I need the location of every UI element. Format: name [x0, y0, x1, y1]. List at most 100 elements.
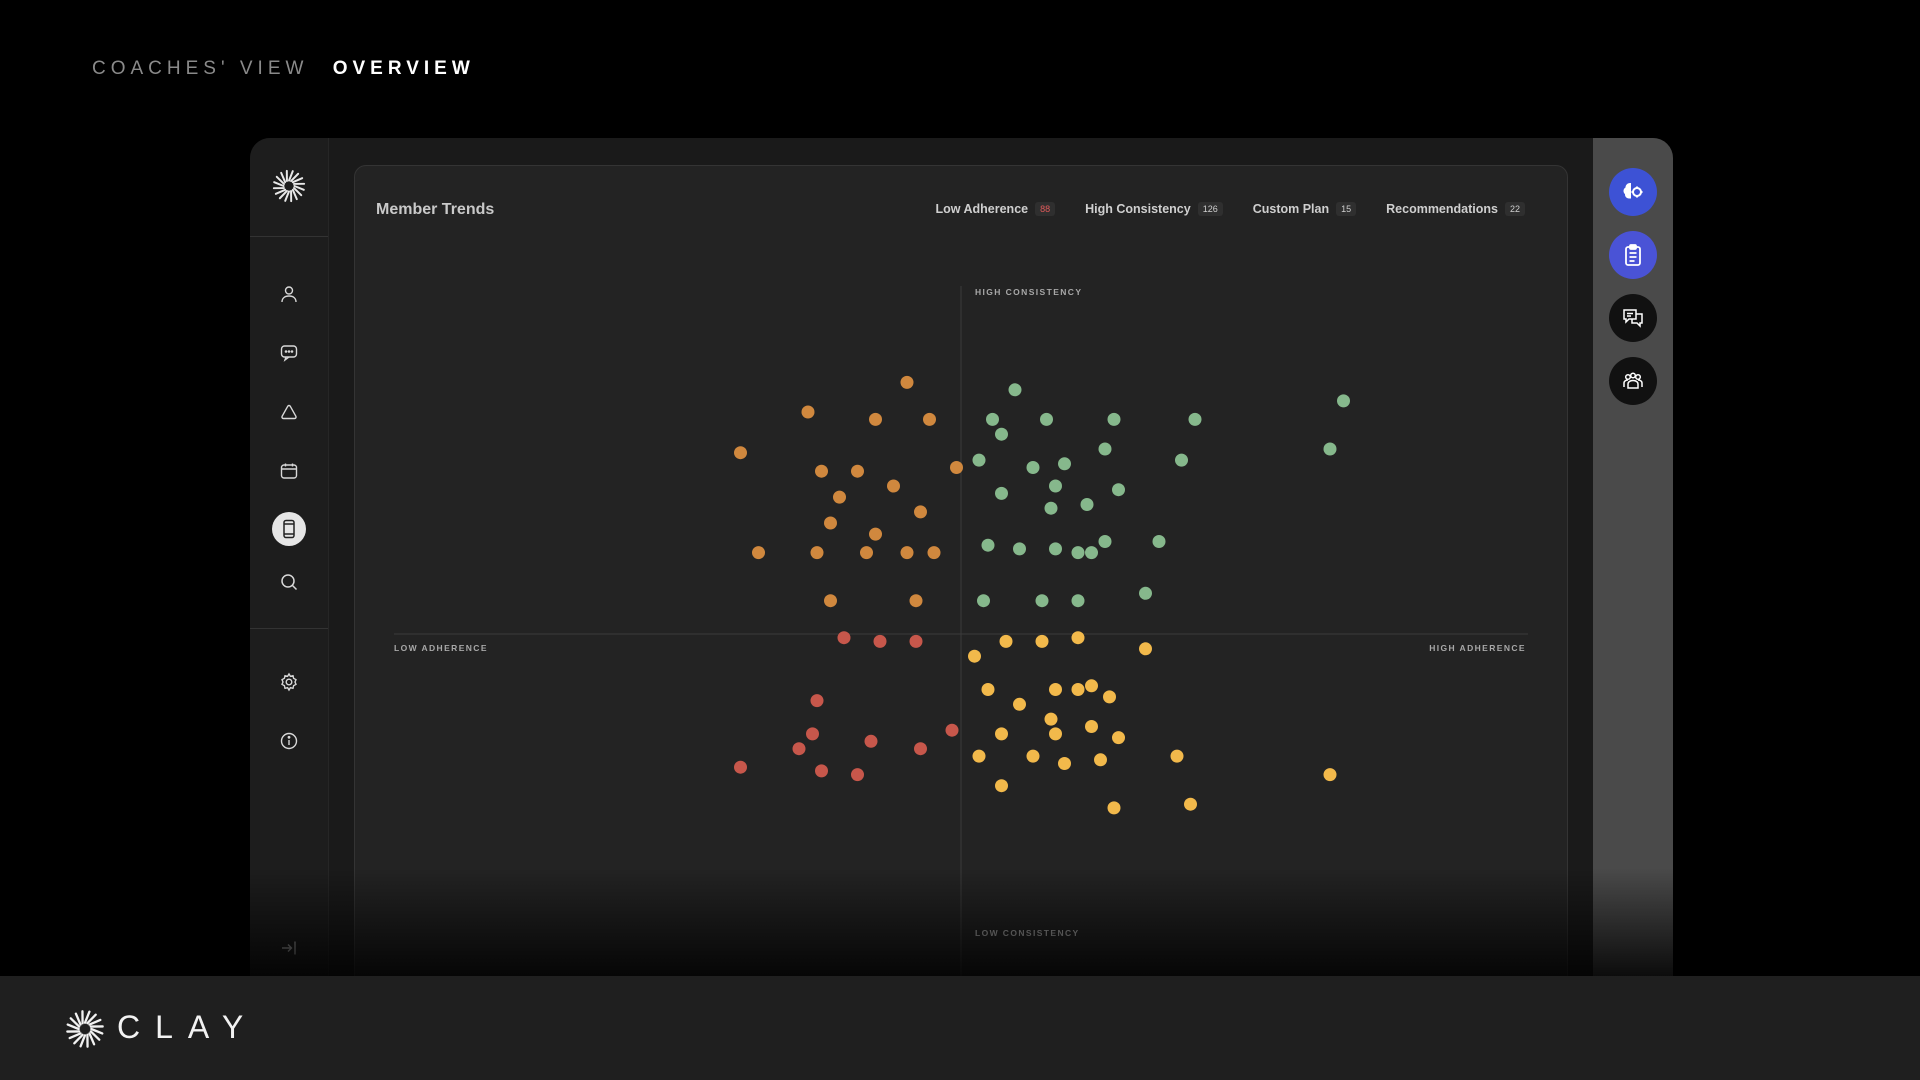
member-point-high-consistency-high-adherence[interactable]: [1080, 498, 1094, 511]
member-point-high-consistency-low-adherence[interactable]: [869, 527, 882, 541]
filter-recommendations[interactable]: Recommendations 22: [1386, 202, 1525, 216]
member-point-low-consistency-high-adherence[interactable]: [968, 649, 981, 663]
member-point-high-consistency-high-adherence[interactable]: [1188, 412, 1202, 426]
member-point-high-consistency-high-adherence[interactable]: [1040, 412, 1053, 426]
member-point-low-consistency-high-adherence[interactable]: [1058, 757, 1071, 770]
search-icon[interactable]: [274, 567, 304, 597]
member-point-high-consistency-high-adherence[interactable]: [1044, 501, 1058, 515]
filter-custom-plan[interactable]: Custom Plan 15: [1253, 202, 1357, 216]
member-point-low-consistency-low-adherence[interactable]: [914, 742, 927, 756]
member-point-high-consistency-low-adherence[interactable]: [801, 405, 815, 419]
member-point-high-consistency-high-adherence[interactable]: [986, 412, 999, 426]
member-point-low-consistency-low-adherence[interactable]: [806, 727, 819, 741]
member-point-low-consistency-high-adherence[interactable]: [1049, 727, 1062, 741]
member-point-low-consistency-low-adherence[interactable]: [909, 634, 923, 648]
member-point-high-consistency-high-adherence[interactable]: [1049, 479, 1062, 493]
conversation-icon[interactable]: [1609, 294, 1657, 342]
member-point-high-consistency-high-adherence[interactable]: [1035, 594, 1049, 608]
member-point-low-consistency-high-adherence[interactable]: [999, 634, 1013, 648]
member-point-high-consistency-high-adherence[interactable]: [1071, 594, 1085, 608]
member-point-high-consistency-high-adherence[interactable]: [1107, 412, 1121, 426]
profile-icon[interactable]: [274, 279, 304, 309]
member-point-high-consistency-high-adherence[interactable]: [1152, 535, 1166, 548]
sign-in-icon[interactable]: [274, 933, 304, 963]
member-point-high-consistency-low-adherence[interactable]: [887, 479, 900, 493]
member-point-low-consistency-high-adherence[interactable]: [1035, 634, 1049, 648]
member-point-high-consistency-low-adherence[interactable]: [900, 546, 914, 560]
member-point-high-consistency-low-adherence[interactable]: [810, 546, 824, 560]
member-point-low-consistency-high-adherence[interactable]: [1103, 690, 1116, 704]
calendar-icon[interactable]: [274, 456, 304, 486]
member-point-low-consistency-low-adherence[interactable]: [945, 723, 959, 737]
member-point-low-consistency-high-adherence[interactable]: [981, 683, 995, 696]
member-point-low-consistency-high-adherence[interactable]: [1170, 749, 1184, 763]
member-point-high-consistency-high-adherence[interactable]: [1112, 483, 1125, 497]
member-point-high-consistency-low-adherence[interactable]: [923, 412, 936, 426]
member-point-low-consistency-high-adherence[interactable]: [1094, 753, 1107, 767]
chat-icon[interactable]: [274, 338, 304, 368]
member-point-low-consistency-low-adherence[interactable]: [873, 634, 887, 648]
group-icon[interactable]: [1609, 357, 1657, 405]
member-point-low-consistency-high-adherence[interactable]: [1044, 712, 1058, 726]
member-point-high-consistency-high-adherence[interactable]: [1139, 586, 1152, 600]
alert-triangle-icon[interactable]: [274, 397, 304, 427]
clipboard-icon[interactable]: [1609, 231, 1657, 279]
member-point-low-consistency-high-adherence[interactable]: [1071, 683, 1085, 696]
member-point-high-consistency-low-adherence[interactable]: [734, 446, 747, 460]
filter-low-adherence[interactable]: Low Adherence 88: [935, 202, 1056, 216]
member-point-high-consistency-low-adherence[interactable]: [851, 464, 864, 478]
member-point-high-consistency-high-adherence[interactable]: [1058, 457, 1071, 471]
member-point-low-consistency-low-adherence[interactable]: [792, 742, 806, 756]
member-point-high-consistency-low-adherence[interactable]: [909, 594, 923, 608]
member-point-high-consistency-low-adherence[interactable]: [860, 546, 873, 560]
member-point-high-consistency-low-adherence[interactable]: [869, 412, 882, 426]
member-point-low-consistency-high-adherence[interactable]: [1026, 749, 1040, 763]
member-point-high-consistency-high-adherence[interactable]: [1175, 453, 1188, 467]
member-point-low-consistency-low-adherence[interactable]: [810, 694, 824, 708]
member-point-low-consistency-low-adherence[interactable]: [837, 631, 851, 645]
mobile-phone-icon[interactable]: [272, 512, 306, 546]
member-point-high-consistency-high-adherence[interactable]: [1071, 546, 1085, 560]
member-point-low-consistency-low-adherence[interactable]: [851, 768, 864, 782]
member-point-high-consistency-low-adherence[interactable]: [950, 461, 963, 474]
member-point-high-consistency-high-adherence[interactable]: [995, 486, 1008, 500]
member-point-low-consistency-low-adherence[interactable]: [815, 764, 828, 778]
member-point-high-consistency-high-adherence[interactable]: [1013, 542, 1026, 556]
brain-gear-icon[interactable]: [1609, 168, 1657, 216]
member-point-high-consistency-low-adherence[interactable]: [914, 505, 927, 519]
member-point-low-consistency-high-adherence[interactable]: [1107, 801, 1121, 815]
member-point-high-consistency-high-adherence[interactable]: [1008, 383, 1022, 397]
member-point-high-consistency-high-adherence[interactable]: [995, 427, 1008, 441]
member-point-low-consistency-high-adherence[interactable]: [995, 779, 1008, 793]
settings-icon[interactable]: [274, 667, 304, 697]
member-point-high-consistency-low-adherence[interactable]: [824, 594, 837, 608]
member-point-low-consistency-low-adherence[interactable]: [734, 760, 747, 774]
member-point-low-consistency-low-adherence[interactable]: [864, 734, 878, 748]
member-point-high-consistency-high-adherence[interactable]: [1098, 442, 1112, 456]
member-point-high-consistency-high-adherence[interactable]: [972, 453, 986, 467]
filter-high-consistency[interactable]: High Consistency 126: [1085, 202, 1223, 216]
member-point-low-consistency-high-adherence[interactable]: [1049, 683, 1062, 696]
member-point-low-consistency-high-adherence[interactable]: [995, 727, 1008, 741]
member-point-high-consistency-low-adherence[interactable]: [752, 546, 765, 560]
member-point-low-consistency-high-adherence[interactable]: [1139, 642, 1152, 656]
member-point-high-consistency-low-adherence[interactable]: [900, 375, 914, 389]
member-point-high-consistency-high-adherence[interactable]: [981, 538, 995, 552]
member-point-high-consistency-low-adherence[interactable]: [833, 490, 846, 504]
member-point-low-consistency-high-adherence[interactable]: [972, 749, 986, 763]
member-point-low-consistency-high-adherence[interactable]: [1071, 631, 1085, 645]
member-point-high-consistency-low-adherence[interactable]: [927, 546, 941, 560]
member-point-low-consistency-high-adherence[interactable]: [1323, 768, 1337, 782]
member-point-high-consistency-high-adherence[interactable]: [1085, 546, 1098, 560]
member-point-high-consistency-high-adherence[interactable]: [1337, 394, 1350, 408]
member-point-high-consistency-high-adherence[interactable]: [1049, 542, 1062, 556]
info-icon[interactable]: [274, 726, 304, 756]
member-point-high-consistency-high-adherence[interactable]: [977, 594, 990, 608]
member-point-low-consistency-high-adherence[interactable]: [1184, 797, 1197, 811]
member-point-high-consistency-low-adherence[interactable]: [824, 516, 837, 530]
member-point-low-consistency-high-adherence[interactable]: [1085, 720, 1098, 733]
member-point-high-consistency-high-adherence[interactable]: [1323, 442, 1337, 456]
member-point-low-consistency-high-adherence[interactable]: [1013, 697, 1026, 711]
member-point-low-consistency-high-adherence[interactable]: [1085, 679, 1098, 693]
member-point-high-consistency-high-adherence[interactable]: [1026, 461, 1040, 474]
